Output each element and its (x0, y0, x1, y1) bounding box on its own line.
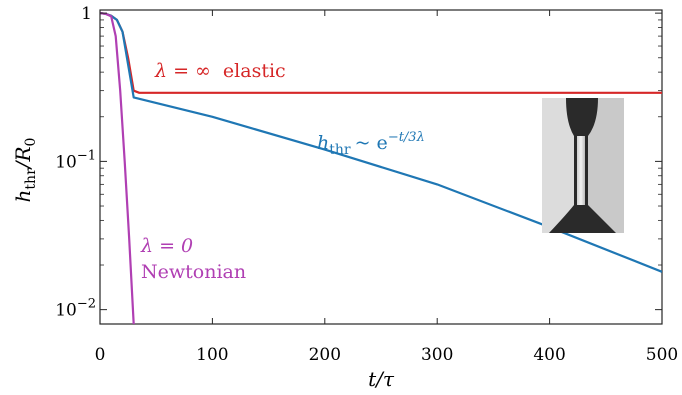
x-axis-label: t/τ (368, 367, 395, 391)
decay-law-exponent: −t/3λ (388, 130, 425, 145)
x-tick-label: 200 (309, 345, 341, 365)
elastic-annotation: λ = ∞ elastic (154, 60, 286, 82)
filament-inset-photo (542, 98, 624, 233)
x-tick-label: 100 (196, 345, 228, 365)
y-tick-label: 10−2 (55, 297, 96, 321)
tick-group: 0 100 200 300 400 500 1 10−1 10−2 (55, 4, 678, 365)
y-tick-label: 10−1 (55, 148, 96, 172)
x-tick-label: 300 (421, 345, 453, 365)
decay-law-sub: thr (329, 142, 351, 158)
newtonian-annotation-label: Newtonian (141, 261, 246, 283)
series-group (100, 12, 662, 324)
decay-law-h: h (317, 132, 329, 154)
y-tick-label: 1 (81, 4, 92, 24)
decay-law-annotation: hthr ~ e−t/3λ (317, 130, 425, 158)
plot-frame (99, 9, 663, 325)
x-tick-label: 500 (646, 345, 678, 365)
y-axis-label: hthr/R0 (11, 138, 39, 203)
newtonian-annotation-lambda: λ = 0 (140, 235, 193, 257)
x-tick-label: 400 (533, 345, 565, 365)
decay-law-rest: ~ e (355, 132, 388, 154)
elastic-annotation-lambda: λ = ∞ (154, 60, 211, 82)
series-line-2 (100, 12, 135, 324)
elastic-annotation-text: elastic (223, 60, 286, 82)
x-tick-label: 0 (95, 345, 106, 365)
